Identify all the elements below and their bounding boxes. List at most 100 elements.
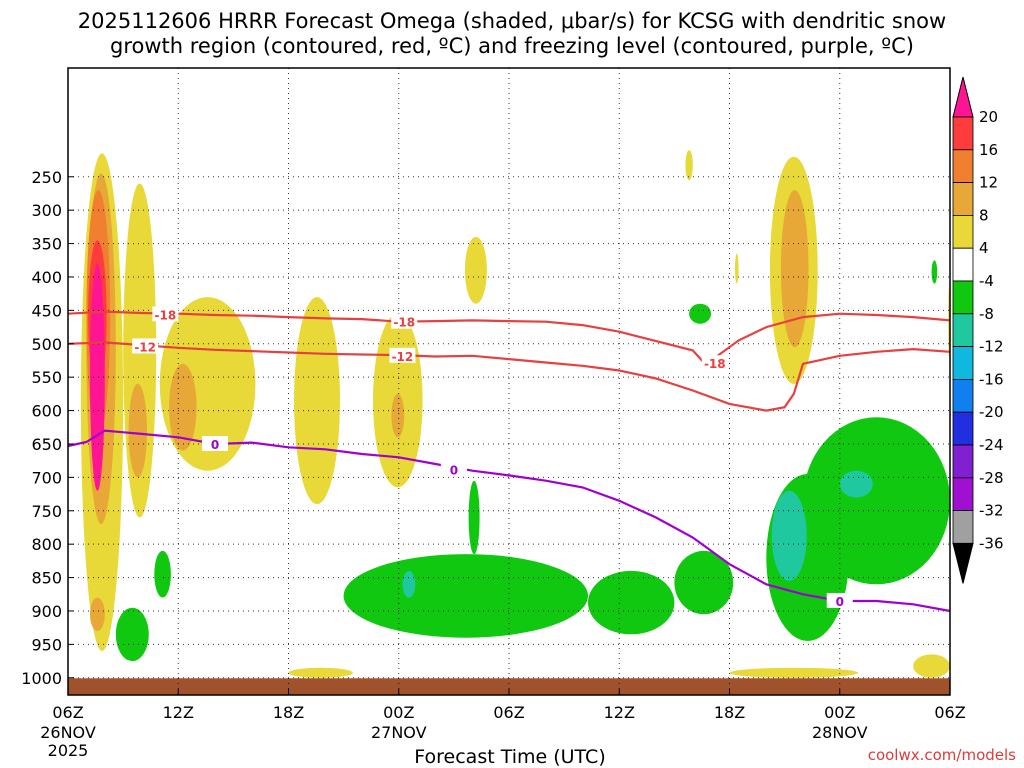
colorbar-bin-12: [952, 477, 974, 511]
chart-title-line2: growth region (contoured, red, ºC) and f…: [110, 34, 914, 58]
colorbar-bin-8: [952, 346, 974, 380]
contour-label-bg-2: [701, 355, 728, 371]
x-tick-year-0: 2025: [48, 741, 89, 760]
y-tick-label-8: 650: [31, 435, 62, 454]
omega-region-33: [771, 490, 807, 581]
x-tick-label-5: 12Z: [604, 703, 635, 722]
omega-region-15: [735, 253, 739, 284]
contour-label-bg-5: [202, 435, 228, 451]
colorbar-label-5: -4: [979, 272, 994, 290]
grid-layer: [67, 68, 951, 695]
omega-region-14: [685, 150, 693, 181]
x-tick-label-4: 06Z: [493, 703, 524, 722]
omega-region-10: [294, 297, 340, 505]
plot-area: -18 -18 -18 -12 -12 0 0 0: [67, 67, 951, 696]
colorbar-bin-6: [952, 280, 974, 315]
colorbar-bottom-arrow: [952, 542, 974, 584]
x-tick-label-7: 00Z: [824, 703, 855, 722]
colorbar-label-8: -16: [979, 370, 1004, 388]
omega-region-21: [913, 654, 950, 678]
omega-region-19: [288, 667, 353, 678]
x-tick-label-0: 06Z: [52, 703, 83, 722]
omega-region-4: [90, 263, 105, 491]
colorbar-label-0: 20: [979, 108, 998, 126]
y-axis: 250 300 350 400 450 500 550 600 650 700 750 800 850 9…: [21, 168, 74, 688]
contour-label-bg-6: [440, 461, 467, 477]
x-tick-date-7: 28NOV: [812, 723, 868, 742]
omega-region-22: [115, 607, 149, 662]
contour-label-4: -12: [392, 350, 414, 364]
omega-region-13: [464, 236, 487, 304]
omega-region-5: [90, 597, 105, 631]
credit-url[interactable]: coolwx.com/models: [868, 746, 1016, 764]
colorbar-bin-13: [952, 510, 974, 544]
colorbar-bin-5: [952, 247, 974, 282]
contour-layer: -18 -18 -18 -12 -12 0 0 0: [67, 306, 951, 613]
omega-region-32: [402, 570, 416, 598]
x-tick-label-3: 00Z: [383, 703, 414, 722]
y-tick-label-15: 1000: [21, 669, 62, 688]
contour-label-5: 0: [211, 438, 219, 452]
y-tick-label-5: 500: [31, 335, 62, 354]
contour-label-bg-4: [389, 347, 416, 363]
x-tick-label-1: 12Z: [163, 703, 194, 722]
colorbar-label-6: -8: [979, 305, 994, 323]
y-tick-label-12: 850: [31, 569, 62, 588]
omega-region-30: [689, 303, 712, 324]
colorbar-bin-9: [952, 378, 974, 413]
colorbar-bin-7: [952, 313, 974, 347]
contour-label-2: -18: [704, 357, 726, 371]
freezing-level-line: [67, 429, 951, 613]
y-tick-label-9: 700: [31, 468, 62, 487]
y-tick-label-4: 450: [31, 301, 62, 320]
y-tick-label-0: 250: [31, 168, 62, 187]
chart-title-line1: 2025112606 HRRR Forecast Omega (shaded, …: [78, 9, 946, 33]
x-tick-label-8: 06Z: [934, 703, 965, 722]
omega-region-25: [468, 480, 480, 555]
contour-label-bg-3: [132, 338, 159, 354]
contour-label-7: 0: [836, 595, 844, 609]
omega-region-29: [803, 417, 950, 585]
colorbar-label-12: -32: [979, 502, 1004, 520]
omega-region-26: [588, 570, 675, 635]
colorbar-bin-2: [952, 149, 974, 184]
omega-region-12: [391, 393, 405, 438]
colorbar-label-11: -28: [979, 469, 1004, 487]
dgz-contour--18-line: [67, 310, 951, 366]
colorbar-label-1: 16: [979, 141, 998, 159]
contour-label-3: -12: [134, 340, 156, 354]
colorbar-label-10: -24: [979, 436, 1004, 454]
y-tick-label-10: 750: [31, 502, 62, 521]
colorbar-bin-4: [952, 214, 974, 249]
y-tick-label-13: 900: [31, 602, 62, 621]
omega-region-17: [780, 190, 809, 348]
contour-label-1: -18: [393, 316, 415, 330]
y-tick-label-11: 800: [31, 535, 62, 554]
colorbar-label-3: 8: [979, 206, 989, 224]
contour-label-bg-7: [826, 592, 853, 608]
contour-label-bg-1: [391, 313, 418, 329]
omega-region-24: [343, 554, 588, 638]
y-tick-label-2: 350: [31, 235, 62, 254]
colorbar-bin-1: [952, 116, 974, 151]
x-axis-label: Forecast Time (UTC): [414, 746, 605, 768]
x-tick-date-0: 26NOV: [40, 723, 96, 742]
colorbar-label-4: 4: [979, 239, 989, 257]
colorbar-label-13: -36: [979, 534, 1004, 552]
y-tick-label-3: 400: [31, 268, 62, 287]
omega-region-34: [839, 470, 873, 498]
dgz-contour--12-line: [67, 341, 951, 412]
colorbar-top-arrow: [952, 76, 974, 118]
y-tick-label-1: 300: [31, 201, 62, 220]
omega-colorbar: 20 16 12 8 4 -4 -8 -12 -16 -20 -24 -28 -32 -36: [952, 76, 1004, 584]
x-tick-date-3: 27NOV: [371, 723, 427, 742]
colorbar-bin-10: [952, 411, 974, 446]
y-tick-label-7: 600: [31, 402, 62, 421]
colorbar-label-2: 12: [979, 174, 998, 192]
omega-region-9: [169, 363, 197, 451]
contour-label-bg-0: [152, 306, 179, 322]
contour-label-6: 0: [450, 463, 458, 477]
colorbar-bin-11: [952, 444, 974, 479]
